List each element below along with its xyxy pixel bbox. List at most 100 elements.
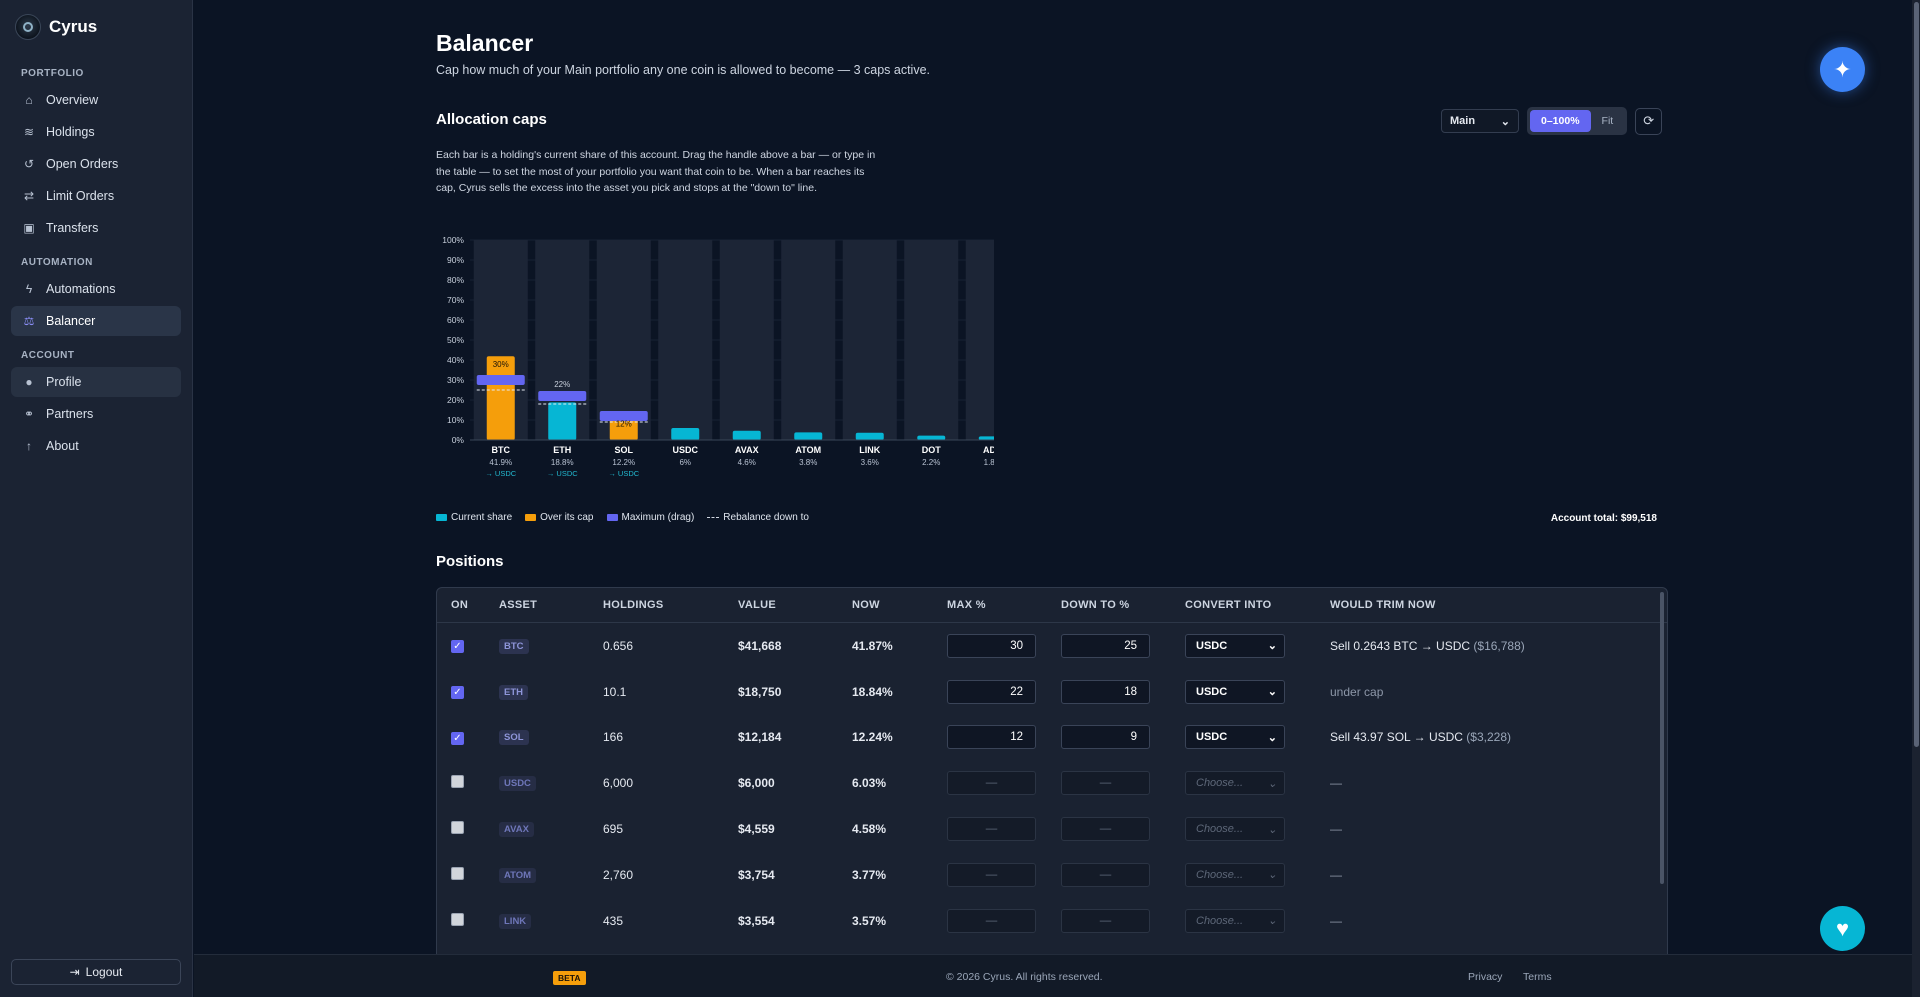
down-to-percent-input[interactable]: 18 — [1061, 679, 1150, 704]
sidebar-item-transfers[interactable]: ▣ Transfers — [11, 213, 181, 243]
row-enable-checkbox[interactable] — [451, 821, 464, 835]
sidebar-item-profile[interactable]: ● Profile — [11, 367, 181, 397]
sidebar-item-label: Open Orders — [46, 157, 119, 171]
trim-amount: ($16,788) — [1473, 638, 1525, 653]
x-tick-label: AVAX — [735, 445, 759, 455]
brand-name: Cyrus — [49, 17, 98, 36]
convert-into-value: USDC — [1196, 639, 1228, 652]
table-row: ✓ SOL 166 $12,184 12.24% 12 9 USDC ⌄ Sell 43.97 S… — [437, 715, 1667, 761]
sidebar-item-label: About — [46, 439, 79, 453]
asset-tag: BTC — [499, 638, 529, 654]
y-tick-label: 20% — [447, 395, 464, 405]
convert-into-select[interactable]: Choose... ⌄ — [1185, 862, 1285, 887]
trim-cell: Sell 43.97 SOL → USDC ($3,228) — [1330, 730, 1667, 744]
trim-cell: — — [1330, 776, 1667, 790]
chevron-down-icon: ⌄ — [1500, 115, 1510, 128]
sidebar-item-balancer[interactable]: ⚖ Balancer — [11, 306, 181, 336]
account-select[interactable]: Main ⌄ — [1441, 109, 1519, 133]
row-enable-checkbox[interactable]: ✓ — [451, 640, 464, 654]
range-option-fit[interactable]: Fit — [1601, 115, 1614, 127]
x-tick-label: ADA — [983, 445, 994, 455]
x-tick-label: ATOM — [795, 445, 821, 455]
convert-into-select[interactable]: Choose... ⌄ — [1185, 817, 1285, 842]
logout-icon: ⇥ — [69, 965, 80, 979]
sidebar-item-about[interactable]: ↑ About — [11, 431, 181, 461]
convert-into-select[interactable]: Choose... ⌄ — [1185, 771, 1285, 796]
trim-text: — — [1330, 822, 1342, 837]
max-percent-input[interactable]: 22 — [947, 679, 1036, 704]
sidebar-item-label: Profile — [46, 375, 82, 389]
bar-track — [719, 240, 774, 440]
trim-text: Sell 43.97 SOL → USDC — [1330, 730, 1463, 745]
now-cell: 4.58% — [852, 822, 887, 837]
row-enable-checkbox[interactable]: ✓ — [451, 686, 464, 700]
account-total: Account total: $99,518 — [1550, 513, 1657, 524]
trim-amount: ($3,228) — [1466, 730, 1511, 745]
down-to-percent-input[interactable]: — — [1061, 771, 1150, 796]
down-to-percent-input[interactable]: — — [1061, 862, 1150, 887]
sidebar-item-label: Balancer — [46, 314, 96, 328]
sidebar-item-overview[interactable]: ⌂ Overview — [11, 85, 181, 115]
max-percent-input[interactable]: — — [947, 771, 1036, 796]
sidebar-item-partners[interactable]: ⚭ Partners — [11, 399, 181, 429]
x-tick-label: LINK — [859, 445, 880, 455]
row-enable-checkbox[interactable] — [451, 912, 464, 926]
table-scrollbar[interactable] — [1660, 592, 1664, 884]
y-tick-label: 70% — [447, 295, 464, 305]
chevron-down-icon: ⌄ — [1267, 640, 1277, 653]
cap-label: 12% — [616, 420, 632, 429]
chevron-down-icon: ⌄ — [1267, 777, 1277, 790]
max-percent-input[interactable]: 30 — [947, 633, 1036, 658]
terms-link[interactable]: Terms — [1523, 971, 1552, 983]
trim-text: — — [1330, 867, 1342, 882]
stack-icon: ≋ — [23, 125, 35, 139]
max-percent-input[interactable]: — — [947, 908, 1036, 933]
value-cell: $3,554 — [738, 913, 775, 928]
exchange-icon: ⇄ — [23, 189, 35, 203]
asset-tag: USDC — [499, 776, 536, 792]
support-button[interactable]: ♥ — [1820, 906, 1865, 951]
trim-text: under cap — [1330, 684, 1384, 699]
row-enable-checkbox[interactable]: ✓ — [451, 731, 464, 745]
nav-section-account: ACCOUNT — [21, 350, 75, 361]
bar-avax — [732, 430, 761, 440]
sidebar-item-holdings[interactable]: ≋ Holdings — [11, 117, 181, 147]
bar-track — [596, 240, 651, 440]
bar-track — [965, 240, 994, 440]
legend-max: Maximum (drag) — [606, 512, 694, 523]
convert-into-select[interactable]: USDC ⌄ — [1185, 633, 1285, 658]
privacy-link[interactable]: Privacy — [1468, 971, 1503, 983]
value-label: 18.8% — [551, 458, 574, 467]
ai-assistant-button[interactable]: ✦ — [1820, 47, 1865, 92]
home-icon: ⌂ — [25, 93, 33, 107]
scale-icon: ⚖ — [23, 314, 35, 328]
brand[interactable]: Cyrus — [0, 0, 192, 54]
max-percent-input[interactable]: — — [947, 862, 1036, 887]
down-to-percent-input[interactable]: — — [1061, 817, 1150, 842]
down-to-percent-input[interactable]: 25 — [1061, 633, 1150, 658]
positions-table: ON ASSET HOLDINGS VALUE NOW MAX % DOWN T… — [436, 587, 1668, 997]
sidebar-item-limit-orders[interactable]: ⇄ Limit Orders — [11, 181, 181, 211]
convert-into-value: Choose... — [1196, 914, 1244, 927]
convert-into-select[interactable]: USDC ⌄ — [1185, 679, 1285, 704]
down-to-percent-input[interactable]: — — [1061, 908, 1150, 933]
y-tick-label: 40% — [447, 355, 464, 365]
convert-into-select[interactable]: Choose... ⌄ — [1185, 908, 1285, 933]
max-percent-input[interactable]: 12 — [947, 725, 1036, 750]
sidebar-item-open-orders[interactable]: ↺ Open Orders — [11, 149, 181, 179]
sidebar-item-automations[interactable]: ϟ Automations — [11, 274, 181, 304]
page-scrollbar[interactable] — [1912, 0, 1920, 997]
row-enable-checkbox[interactable] — [451, 775, 464, 789]
max-percent-input[interactable]: — — [947, 817, 1036, 842]
down-to-percent-input[interactable]: 9 — [1061, 725, 1150, 750]
convert-into-select[interactable]: USDC ⌄ — [1185, 725, 1285, 750]
bar-usdc — [671, 428, 700, 440]
bar-track — [904, 240, 959, 440]
range-option-full[interactable]: 0–100% — [1530, 110, 1591, 132]
refresh-button[interactable]: ⟳ — [1635, 107, 1663, 135]
convert-into-value: USDC — [1196, 731, 1228, 744]
logout-button[interactable]: ⇥ Logout — [11, 959, 181, 985]
holdings-cell: 6,000 — [603, 776, 634, 791]
cap-label: 22% — [554, 380, 570, 389]
row-enable-checkbox[interactable] — [451, 866, 464, 880]
